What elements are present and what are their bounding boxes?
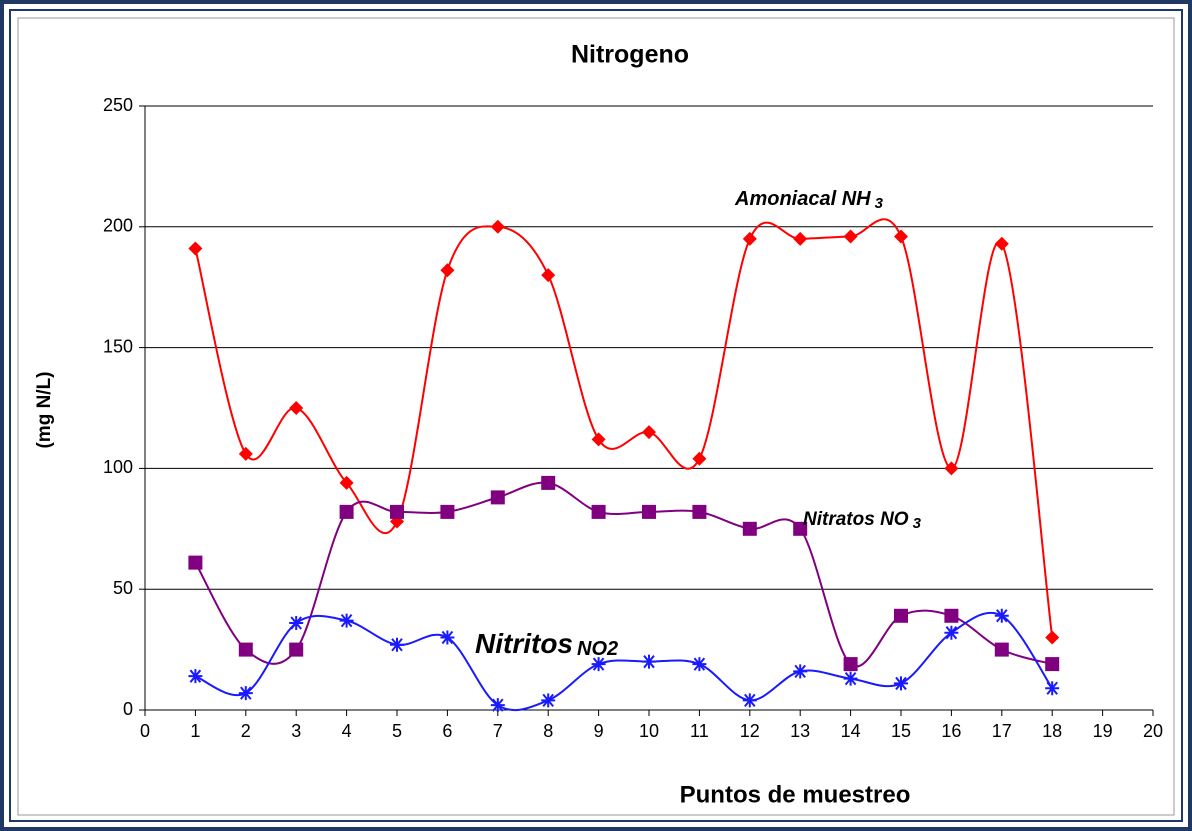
series-label: Nitratos NO 3: [803, 509, 922, 532]
y-tick-label: 50: [113, 578, 133, 598]
marker: [440, 630, 455, 645]
marker: [541, 475, 556, 490]
marker: [692, 451, 707, 466]
marker: [238, 686, 253, 701]
marker: [490, 490, 505, 505]
x-tick-label: 4: [342, 721, 352, 741]
x-tick-label: 2: [241, 721, 251, 741]
x-tick-label: 8: [543, 721, 553, 741]
x-tick-label: 20: [1143, 721, 1163, 741]
series-label: Amoniacal NH 3: [734, 188, 884, 212]
marker: [591, 504, 606, 519]
series-name-sub: 3: [875, 195, 884, 212]
marker: [591, 432, 606, 447]
marker: [591, 657, 606, 672]
y-tick-label: 200: [103, 216, 133, 236]
series-line: [194, 611, 1054, 712]
inner-frame: [9, 9, 1183, 822]
x-tick-label: 0: [140, 721, 150, 741]
marker: [490, 698, 505, 713]
marker: [541, 693, 556, 708]
marker: [188, 669, 203, 684]
marker: [1045, 681, 1060, 696]
x-tick-label: 3: [291, 721, 301, 741]
marker: [793, 521, 808, 536]
marker: [1045, 630, 1060, 645]
marker: [944, 625, 959, 640]
x-tick-label: 12: [740, 721, 760, 741]
x-tick-label: 13: [790, 721, 810, 741]
marker: [994, 236, 1009, 251]
x-tick-label: 10: [639, 721, 659, 741]
marker: [339, 613, 354, 628]
x-tick-label: 11: [690, 721, 709, 741]
marker: [994, 642, 1009, 657]
x-tick-label: 5: [392, 721, 402, 741]
marker: [440, 504, 455, 519]
x-axis-label: Puntos de muestreo: [680, 781, 911, 808]
x-tick-label: 17: [992, 721, 1012, 741]
marker: [390, 504, 404, 519]
marker: [339, 475, 354, 490]
x-tick-label: 16: [941, 721, 961, 741]
x-tick-label: 6: [442, 721, 452, 741]
marker: [692, 657, 707, 672]
marker: [642, 654, 656, 669]
marker: [188, 555, 203, 570]
marker: [944, 461, 959, 476]
x-tick-label: 19: [1093, 721, 1113, 741]
series-name-sub: NO2: [577, 638, 618, 660]
marker: [894, 608, 908, 623]
series-name: Nitratos NO: [803, 509, 909, 530]
marker: [642, 425, 656, 440]
marker: [238, 446, 253, 461]
marker: [692, 504, 707, 519]
y-tick-label: 150: [103, 336, 133, 356]
marker: [289, 642, 304, 657]
marker: [894, 229, 908, 244]
marker: [188, 241, 203, 256]
marker: [742, 693, 757, 708]
y-tick-label: 250: [103, 95, 133, 115]
marker: [742, 231, 757, 246]
marker: [339, 504, 354, 519]
x-tick-label: 18: [1042, 721, 1062, 741]
x-tick-label: 15: [891, 721, 911, 741]
x-tick-label: 9: [594, 721, 604, 741]
marker: [238, 642, 253, 657]
marker: [1045, 657, 1060, 672]
series-name-sub: 3: [913, 515, 922, 532]
marker: [541, 268, 556, 283]
marker: [490, 219, 505, 234]
marker: [642, 504, 656, 519]
y-tick-label: 100: [103, 457, 133, 477]
chart-area: [17, 17, 1175, 816]
marker: [894, 676, 908, 691]
marker: [440, 263, 455, 278]
marker: [742, 521, 757, 536]
marker: [289, 616, 304, 631]
x-tick-label: 7: [493, 721, 503, 741]
series-name: Nitritos: [475, 628, 573, 659]
marker: [793, 231, 808, 246]
x-tick-label: 14: [841, 721, 861, 741]
marker: [944, 608, 959, 623]
marker: [289, 401, 304, 415]
series-label: Nitritos NO2: [475, 628, 618, 660]
marker: [994, 608, 1009, 623]
marker: [793, 664, 808, 679]
x-tick-label: 1: [190, 721, 200, 741]
chart-title: Nitrogeno: [571, 41, 689, 69]
marker: [843, 671, 858, 686]
marker: [843, 229, 858, 244]
series-name: Amoniacal NH: [734, 188, 871, 210]
marker: [843, 657, 858, 672]
y-axis-label: (mg N/L): [34, 371, 55, 448]
marker: [390, 637, 404, 652]
y-tick-label: 0: [123, 699, 133, 719]
